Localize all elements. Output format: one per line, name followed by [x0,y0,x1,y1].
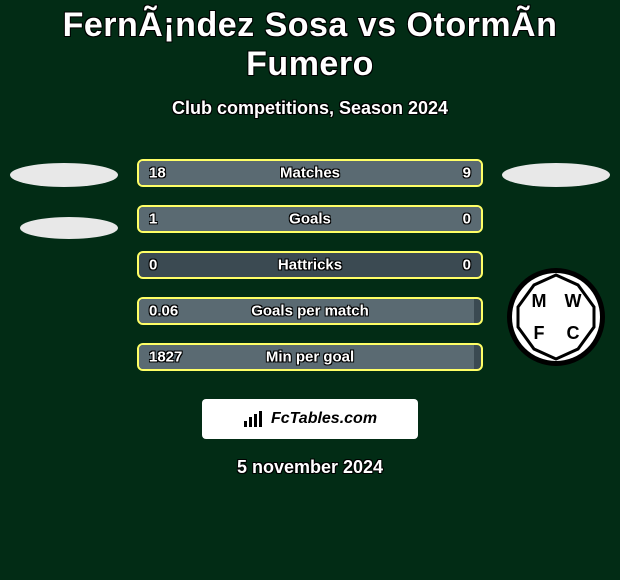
stat-label: Goals [289,211,331,228]
attribution-badge: FcTables.com [202,399,418,439]
stat-left-value: 0 [149,257,157,274]
svg-text:C: C [567,323,580,343]
svg-text:F: F [534,323,545,343]
main-row: 18 Matches 9 1 Goals 0 0 Hattricks 0 [0,159,620,389]
chart-icon [243,410,265,428]
date-text: 5 november 2024 [0,457,620,478]
svg-text:W: W [565,291,582,311]
svg-text:M: M [532,291,547,311]
left-player-placeholder-2 [20,217,118,239]
stat-right-value: 0 [463,257,471,274]
attribution-text: FcTables.com [271,410,377,428]
stat-row-gpm: 0.06 Goals per match [137,297,483,325]
stat-row-mpg: 1827 Min per goal [137,343,483,371]
stat-label: Matches [280,165,340,182]
stat-right-value: 0 [463,211,471,228]
stat-row-matches: 18 Matches 9 [137,159,483,187]
stat-label: Min per goal [266,349,354,366]
stat-right-value: 9 [463,165,471,182]
stat-bars: 18 Matches 9 1 Goals 0 0 Hattricks 0 [137,159,483,389]
stat-label: Goals per match [251,303,369,320]
club-badge-icon: M W F C [506,267,606,367]
subtitle: Club competitions, Season 2024 [0,98,620,119]
stat-left-value: 18 [149,165,166,182]
left-player-placeholder-1 [10,163,118,187]
stat-left-value: 1 [149,211,157,228]
right-badge-col: M W F C [501,159,611,367]
page-title: FernÃ¡ndez Sosa vs OtormÃ­n Fumero [0,6,620,84]
stat-label: Hattricks [278,257,342,274]
right-player-placeholder [502,163,610,187]
left-badge-col [9,159,119,239]
stat-row-hattricks: 0 Hattricks 0 [137,251,483,279]
comparison-infographic: FernÃ¡ndez Sosa vs OtormÃ­n Fumero Club … [0,0,620,478]
stat-left-value: 0.06 [149,303,178,320]
stat-row-goals: 1 Goals 0 [137,205,483,233]
stat-left-value: 1827 [149,349,182,366]
bar-left-fill [139,207,396,231]
